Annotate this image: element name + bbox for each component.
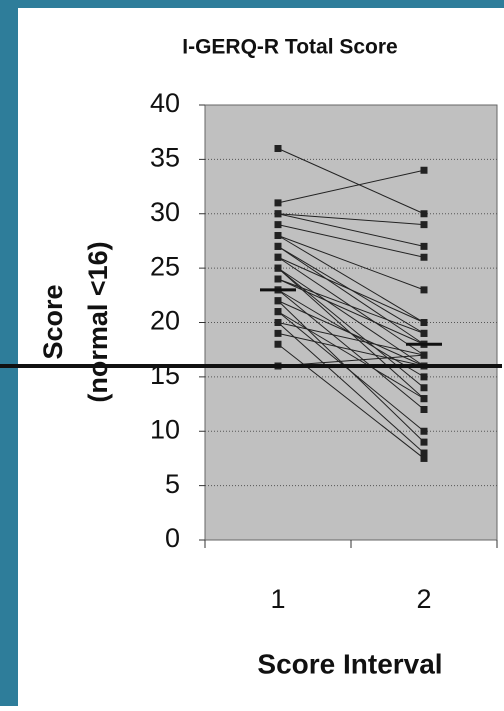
pair-line: [277, 278, 425, 345]
point: [420, 406, 428, 413]
y-tick-label: 25: [150, 251, 180, 281]
point: [420, 427, 428, 435]
point: [420, 319, 428, 326]
point: [274, 210, 282, 218]
point: [274, 221, 282, 229]
point: [274, 199, 282, 207]
point: [274, 145, 282, 152]
point: [420, 449, 428, 457]
point: [274, 340, 282, 348]
pair-line: [277, 235, 425, 291]
top-bar: [0, 0, 504, 8]
pair-line: [277, 224, 425, 258]
y-tick-label: 30: [150, 197, 180, 227]
x-axis-label: Score Interval: [257, 648, 442, 679]
plot-area: [204, 104, 498, 541]
side-bar: [0, 0, 18, 706]
pair-line: [277, 169, 425, 204]
point: [274, 329, 282, 337]
y-tick-label: 20: [150, 306, 180, 336]
pair-line: [277, 213, 425, 226]
y-axis-label: (normal <16): [83, 241, 113, 402]
y-tick-label: 40: [150, 88, 180, 118]
point: [420, 286, 428, 294]
point: [420, 210, 428, 218]
pair-line: [277, 311, 425, 432]
point: [274, 242, 282, 250]
point: [420, 395, 428, 403]
point: [420, 221, 428, 229]
point: [274, 232, 282, 239]
point: [274, 297, 282, 305]
y-axis-label: Score: [38, 284, 68, 359]
pair-line: [277, 332, 425, 367]
point: [420, 351, 428, 359]
point: [274, 253, 282, 261]
chart-title: I-GERQ-R Total Score: [182, 36, 397, 59]
pair-line: [277, 322, 425, 454]
y-tick-label: 10: [150, 414, 180, 444]
point: [420, 329, 428, 337]
pair-line: [277, 213, 425, 247]
y-tick-label: 35: [150, 143, 180, 173]
pair-line: [277, 235, 425, 323]
pair-line: [277, 256, 425, 323]
pair-line: [277, 245, 425, 345]
y-tick-label: 5: [165, 469, 180, 499]
point: [420, 438, 428, 446]
point: [274, 264, 282, 272]
point: [420, 242, 428, 250]
point: [420, 373, 428, 381]
pair-line: [277, 311, 425, 400]
x-tick-label: 2: [416, 584, 431, 614]
pair-line: [277, 343, 425, 459]
point: [274, 319, 282, 326]
point: [420, 384, 428, 392]
x-tick-label: 1: [270, 584, 285, 614]
point: [420, 454, 428, 462]
y-tick-label: 0: [165, 523, 180, 553]
point: [274, 275, 282, 283]
pair-line: [277, 278, 425, 334]
point: [274, 308, 282, 316]
point: [420, 166, 428, 174]
pair-line: [277, 322, 425, 356]
point: [420, 253, 428, 261]
pair-line: [277, 300, 425, 367]
pair-line: [277, 148, 425, 215]
